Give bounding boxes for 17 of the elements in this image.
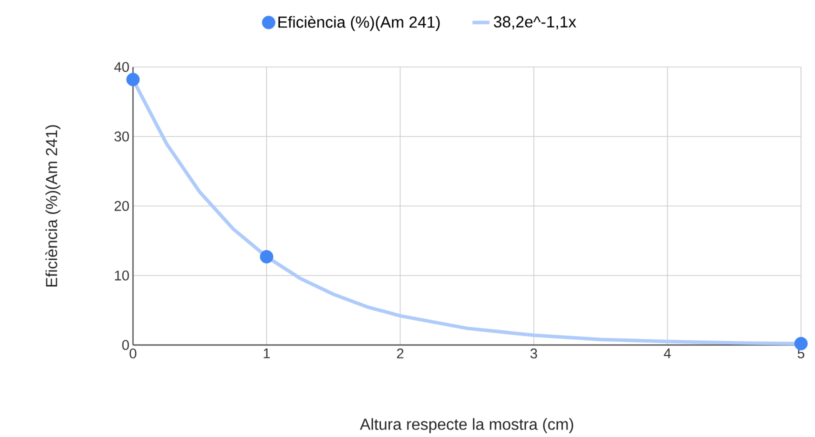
- x-axis-title: Altura respecte la mostra (cm): [360, 418, 574, 434]
- x-tick-label: 3: [530, 348, 538, 358]
- x-tick-label: 4: [664, 348, 671, 358]
- point: [126, 72, 140, 86]
- point: [260, 250, 274, 264]
- x-tick-label: 1: [264, 348, 270, 358]
- y-tick-label: 0: [122, 340, 129, 350]
- legend-label: 38,2e^-1,1x: [494, 16, 576, 30]
- legend-label: Eficiència (%)(Am 241): [278, 16, 440, 31]
- y-axis-title: Eficiència (%)(Am 241): [45, 125, 60, 286]
- y-tick-label: 20: [114, 201, 129, 211]
- y-tick-label: 40: [114, 62, 129, 72]
- y-tick-label: 30: [114, 132, 129, 142]
- x-tick-label: 0: [130, 348, 136, 358]
- x-tick-label: 2: [397, 348, 404, 358]
- y-tick-label: 10: [114, 270, 129, 280]
- point: [794, 336, 808, 350]
